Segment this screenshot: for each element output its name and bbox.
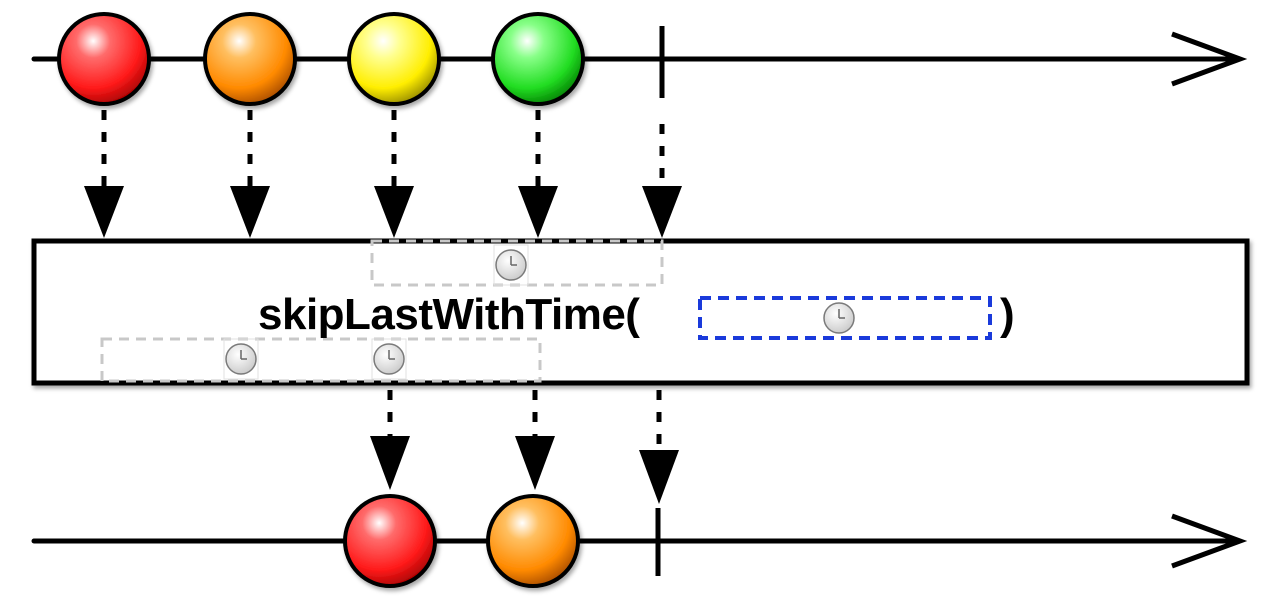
result-marble-orange — [486, 494, 580, 588]
source-axis-arrowhead — [1171, 31, 1248, 87]
input-arrow-green — [518, 110, 558, 238]
output-arrow-orange — [515, 390, 555, 490]
clock-icon — [823, 302, 855, 334]
source-marble-red — [57, 12, 151, 106]
input-arrow-yellow — [374, 110, 414, 238]
result-axis-arrowhead — [1171, 513, 1248, 569]
clock-icon — [223, 338, 259, 380]
clock-icon — [493, 244, 529, 286]
source-marble-orange — [203, 12, 297, 106]
result-marble-red — [343, 494, 437, 588]
output-arrows — [370, 390, 679, 504]
input-arrow-orange — [230, 110, 270, 238]
input-arrow-red — [84, 110, 124, 238]
output-arrow-red — [370, 390, 410, 490]
source-timeline — [31, 12, 1248, 106]
output-arrow-completion — [639, 390, 679, 504]
ghost-window-bottom — [100, 337, 542, 383]
source-marble-yellow — [347, 12, 441, 106]
time-window-parameter — [698, 296, 992, 340]
operator-box — [31, 238, 1250, 386]
result-timeline — [31, 494, 1248, 588]
source-marble-green — [491, 12, 585, 106]
input-arrow-completion — [642, 124, 682, 238]
clock-icon — [371, 338, 407, 380]
input-arrows — [84, 110, 682, 238]
